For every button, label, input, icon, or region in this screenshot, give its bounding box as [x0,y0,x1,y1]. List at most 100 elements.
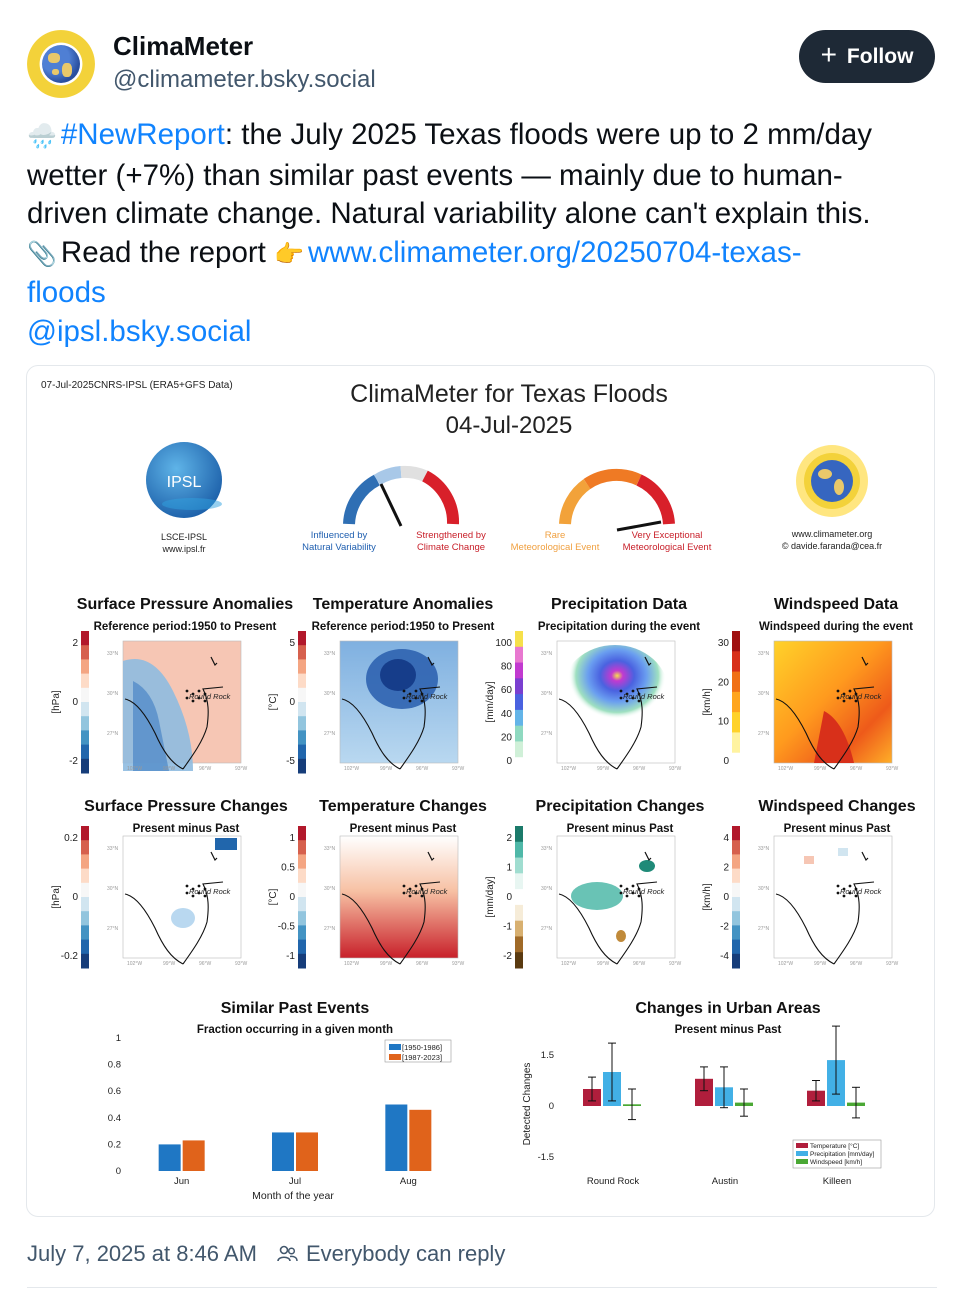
city-marker [625,894,629,898]
colorbar-segment [515,757,523,774]
follow-button[interactable]: + Follow [799,30,935,83]
city-marker [836,689,840,693]
hashtag-link[interactable]: #NewReport [60,118,225,151]
city-marker [625,887,629,891]
lon-label: 96°W [199,961,212,967]
lon-label: 93°W [886,961,899,967]
colorbar-segment [515,678,523,695]
city-marker [414,689,418,693]
chart2-xtick: Killeen [823,1176,852,1187]
city-marker [408,887,412,891]
post-text-line1: : the July 2025 Texas floods were up to … [224,118,873,151]
city-marker [197,689,201,693]
city-marker [854,699,858,703]
lon-label: 93°W [452,961,465,967]
colorbar-unit: [km/h] [702,688,713,715]
colorbar-tick: 0 [72,892,78,903]
colorbar-segment [298,631,306,646]
chart1-ytick: 0.6 [108,1086,121,1097]
lat-label: 27°N [541,731,553,737]
colorbar-segment [515,694,523,711]
wind-change-spot [804,856,814,864]
chart1-xtick: Jul [289,1176,301,1187]
city-marker [842,894,846,898]
lat-label: 30°N [107,886,119,892]
post-timestamp[interactable]: July 7, 2025 at 8:46 AM [27,1241,257,1266]
river-mark [210,656,218,667]
panel-title-sp-anom: Surface Pressure Anomalies [77,596,294,613]
colorbar-segment [81,897,89,912]
colorbar-segment [81,953,89,969]
report-link-cont[interactable]: floods [27,276,106,309]
city-marker [191,692,195,696]
colorbar-segment [732,911,740,926]
site-line2: © davide.faranda@cea.fr [782,541,882,551]
colorbar-tick: -1 [503,922,512,933]
map-panel-0-3: Round Rock 33°N 30°N 27°N 102°W 99°W 96°W 93°W 3… [702,631,899,774]
colorbar-unit: [mm/day] [485,681,496,722]
coastline [775,686,875,770]
lon-label: 102°W [127,961,142,967]
city-marker [408,699,412,703]
urban-changes-chart: 1.5 0 -1.5 Round Rock Austin Killeen Temperatu… [538,1025,882,1187]
mention-link[interactable]: @ipsl.bsky.social [27,314,252,348]
coastline [341,881,441,965]
temp-cold-center [380,659,416,691]
legend-label: [1950-1986] [402,1043,442,1052]
panel-sub-t-anom: Reference period:1950 to Present [312,621,495,633]
avatar[interactable] [27,30,95,98]
gauge1-right-l1: Strengthened by [416,530,486,541]
city-marker [402,891,406,895]
colorbar-tick: 2 [72,638,78,649]
colorbar-segment [298,826,306,841]
handle[interactable]: @climameter.bsky.social [113,66,376,93]
colorbar-segment [81,659,89,675]
lon-label: 96°W [850,766,863,772]
lat-label: 30°N [324,691,336,697]
city-marker [619,891,623,895]
colorbar-tick: 0 [723,756,729,767]
image-embed[interactable]: 07-Jul-2025CNRS-IPSL (ERA5+GFS Data) Cli… [26,365,935,1217]
colorbar-segment [81,939,89,955]
colorbar-segment [81,687,89,703]
city-marker [631,891,635,895]
colorbar-segment [515,857,523,874]
display-name[interactable]: ClimaMeter [113,31,254,61]
city-label-round-rock: Round Rock [623,887,666,896]
lon-label: 99°W [380,766,393,772]
city-marker [631,689,635,693]
lat-label: 27°N [324,731,336,737]
plus-icon: + [820,39,837,70]
lon-label: 102°W [561,766,576,772]
colorbar-unit: [km/h] [702,883,713,910]
colorbar-segment [298,702,306,717]
panel-sub-sp-chg: Present minus Past [133,823,240,835]
colorbar-tick: 100 [495,638,512,649]
colorbar-segment [81,840,89,855]
colorbar-tick: 5 [289,638,295,649]
chart1-ytick: 0.4 [108,1113,121,1124]
panel-title-precip: Precipitation Data [551,596,687,613]
climameter-logo [796,445,868,517]
colorbar-segment [81,826,89,841]
lat-label: 33°N [107,651,119,657]
colorbar-segment [298,758,306,774]
gauge2-left-l1: Rare [545,530,566,541]
panel-title-p-chg: Precipitation Changes [536,798,705,815]
figure-header: 07-Jul-2025CNRS-IPSL (ERA5+GFS Data) [41,380,233,391]
lat-label: 30°N [541,886,553,892]
colorbar-segment [515,725,523,742]
colorbar-segment [732,939,740,955]
reply-setting[interactable]: Everybody can reply [276,1241,505,1267]
site-line1: www.climameter.org [791,529,873,539]
legend-swatch [796,1143,808,1148]
colorbar-segment [732,671,740,693]
paperclip-icon: 📎 [27,240,57,268]
follow-label: Follow [846,44,914,68]
chart2-xtick: Round Rock [587,1176,640,1187]
report-link[interactable]: www.climameter.org/20250704-texas- [307,235,802,269]
panel-sub-p-chg: Present minus Past [567,823,674,835]
city-marker [197,884,201,888]
map-panel-1-1: Round Rock 33°N 30°N 27°N 102°W 99°W 96°W 93°W 1… [268,826,465,969]
